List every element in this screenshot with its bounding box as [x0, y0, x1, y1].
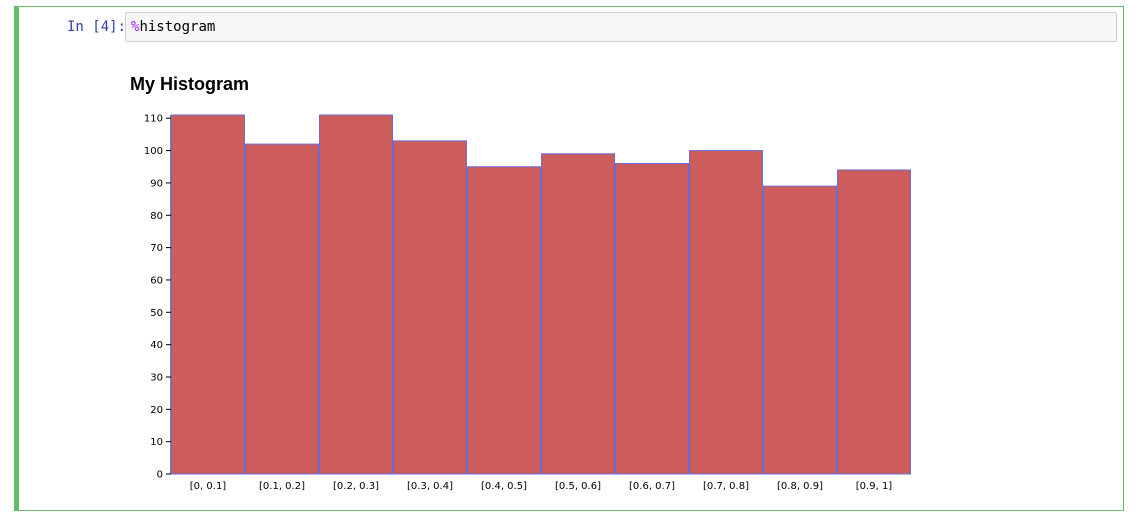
y-tick-label: 20 — [150, 405, 163, 416]
y-tick-label: 100 — [144, 146, 163, 157]
y-tick-label: 90 — [150, 178, 163, 189]
x-tick-label: [0.9, 1] — [856, 481, 893, 492]
histogram-chart: 0 10 20 30 40 50 60 70 80 90 100 110 [0, 0.1] [0.1, 0… — [144, 114, 911, 492]
x-tick-label: [0.7, 0.8] — [703, 481, 749, 492]
y-tick-label: 50 — [150, 308, 163, 319]
y-tick-label: 40 — [150, 340, 163, 351]
code-text: %histogram — [131, 18, 215, 36]
y-tick-label: 70 — [150, 243, 163, 254]
x-tick-label: [0.6, 0.7] — [629, 481, 675, 492]
y-tick-label: 10 — [150, 437, 163, 448]
magic-command: histogram — [139, 19, 216, 35]
x-tick-label: [0.4, 0.5] — [481, 481, 527, 492]
histogram-bar — [689, 150, 763, 475]
histogram-bar — [467, 166, 541, 475]
y-tick-label: 60 — [150, 275, 163, 286]
chart-title: My Histogram — [130, 74, 250, 94]
x-tick-label: [0.5, 0.6] — [555, 481, 601, 492]
cell-prompt: In [4]: — [66, 19, 126, 35]
magic-symbol: % — [131, 19, 140, 35]
x-tick-label: [0.3, 0.4] — [407, 481, 453, 492]
histogram-bar — [837, 169, 911, 475]
histogram-bar — [541, 153, 615, 475]
histogram-bar — [171, 114, 245, 475]
x-tick-label: [0.8, 0.9] — [777, 481, 823, 492]
y-tick-label: 0 — [157, 470, 163, 481]
y-tick-label: 80 — [150, 211, 163, 222]
y-tick-label: 30 — [150, 372, 163, 383]
histogram-bar — [763, 185, 837, 475]
histogram-bar — [393, 140, 467, 475]
x-tick-label: [0.1, 0.2] — [259, 481, 305, 492]
code-input[interactable]: %histogram — [125, 12, 1117, 42]
histogram-bar — [319, 114, 393, 475]
histogram-bar — [615, 163, 689, 475]
y-tick-label: 110 — [144, 114, 163, 125]
x-tick-label: [0.2, 0.3] — [333, 481, 379, 492]
histogram-bar — [245, 143, 319, 475]
x-tick-label: [0, 0.1] — [190, 481, 227, 492]
notebook-cell[interactable]: In [4]: %histogram My Histogram 0 10 20 30 4… — [14, 6, 1124, 511]
